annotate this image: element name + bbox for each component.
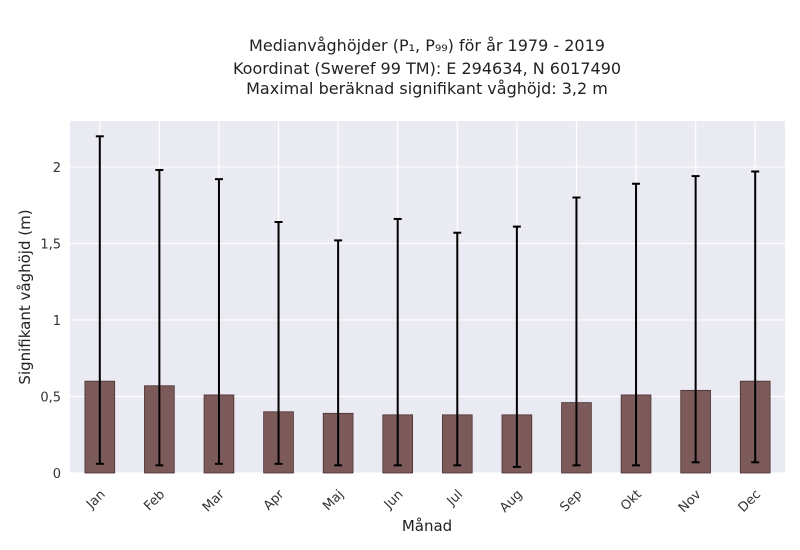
x-tick-label: Okt	[618, 487, 645, 514]
error-bar-jun	[393, 217, 402, 467]
x-tick-label: Jan	[83, 487, 108, 512]
y-tick-label: 0	[53, 467, 61, 482]
x-tick-label: Jul	[444, 487, 466, 509]
error-bar-maj	[334, 239, 343, 467]
error-bar-mar	[214, 178, 223, 465]
title-line-1: Medianvåghöjder (P₁, P₉₉) för år 1979 - …	[249, 36, 605, 55]
x-axis-label: Månad	[402, 517, 452, 535]
y-tick-label: 1	[53, 314, 61, 329]
chart-title: Medianvåghöjder (P₁, P₉₉) för år 1979 - …	[233, 36, 621, 98]
error-bar-jul	[453, 231, 462, 467]
x-tick-label: Dec	[736, 487, 764, 515]
y-axis-label: Signifikant våghöjd (m)	[16, 209, 34, 384]
x-tick-label: Feb	[141, 487, 168, 514]
x-tick-label: Aug	[497, 487, 526, 516]
error-bars	[95, 135, 760, 468]
y-tick-label: 0,5	[40, 390, 61, 405]
x-tick-label: Maj	[320, 487, 347, 514]
y-tick-label: 2	[53, 161, 61, 176]
error-bar-okt	[632, 182, 641, 467]
x-tick-label: Mar	[200, 487, 228, 515]
error-bar-sep	[572, 196, 581, 467]
x-tick-label: Apr	[261, 487, 288, 514]
error-bar-nov	[691, 175, 700, 464]
plot-area	[70, 121, 785, 473]
error-bar-aug	[512, 225, 521, 468]
title-line-2: Koordinat (Sweref 99 TM): E 294634, N 60…	[233, 59, 621, 78]
y-axis-ticks: 0 0,5 1 1,5 2	[40, 161, 61, 482]
title-line-3: Maximal beräknad signifikant våghöjd: 3,…	[246, 79, 608, 98]
error-bar-apr	[274, 221, 283, 465]
error-bar-dec	[751, 170, 760, 464]
x-tick-label: Nov	[676, 487, 705, 516]
x-tick-label: Sep	[557, 487, 585, 515]
error-bar-jan	[95, 135, 104, 465]
x-axis-ticks: Jan Feb Mar Apr Maj Jun Jul Aug Sep Okt Nov Dec	[83, 487, 764, 516]
error-bar-feb	[155, 168, 164, 467]
y-tick-label: 1,5	[40, 237, 61, 252]
x-tick-label: Jun	[381, 487, 407, 513]
